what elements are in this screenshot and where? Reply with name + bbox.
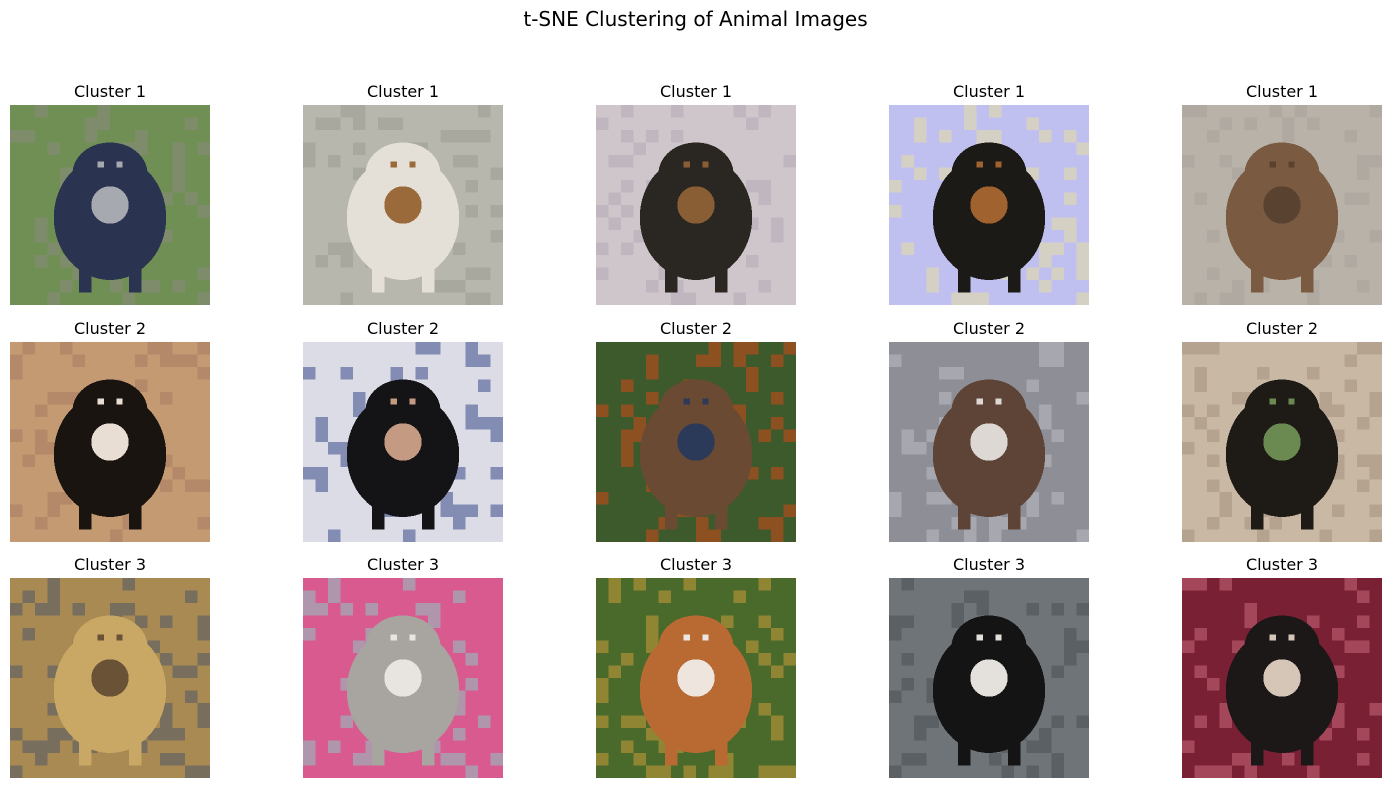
animal-image	[889, 342, 1089, 542]
pixelated-photo	[1182, 578, 1382, 778]
animal-image	[10, 105, 210, 305]
animal-image	[10, 342, 210, 542]
cluster-label: Cluster 1	[952, 82, 1026, 101]
animal-image	[1182, 578, 1382, 778]
cluster-label: Cluster 3	[1245, 555, 1319, 574]
pixelated-photo	[889, 105, 1089, 305]
cluster-label: Cluster 2	[366, 319, 440, 338]
cluster-panel: Cluster 3	[10, 555, 210, 778]
pixelated-photo	[889, 578, 1089, 778]
pixelated-photo	[889, 342, 1089, 542]
pixelated-photo	[10, 578, 210, 778]
cluster-panel: Cluster 1	[889, 82, 1089, 305]
cluster-panel: Cluster 3	[596, 555, 796, 778]
pixelated-photo	[303, 342, 503, 542]
cluster-panel: Cluster 2	[596, 319, 796, 542]
cluster-panel: Cluster 2	[303, 319, 503, 542]
cluster-panel: Cluster 2	[1182, 319, 1382, 542]
pixelated-photo	[1182, 342, 1382, 542]
pixelated-photo	[596, 578, 796, 778]
pixelated-photo	[596, 105, 796, 305]
pixelated-photo	[10, 342, 210, 542]
cluster-panel: Cluster 3	[1182, 555, 1382, 778]
cluster-panel: Cluster 3	[889, 555, 1089, 778]
cluster-panel: Cluster 2	[889, 319, 1089, 542]
animal-image	[303, 342, 503, 542]
cluster-label: Cluster 3	[366, 555, 440, 574]
pixelated-photo	[10, 105, 210, 305]
cluster-panel: Cluster 3	[303, 555, 503, 778]
cluster-label: Cluster 3	[659, 555, 733, 574]
animal-image	[1182, 342, 1382, 542]
cluster-label: Cluster 1	[366, 82, 440, 101]
animal-image	[596, 105, 796, 305]
animal-image	[1182, 105, 1382, 305]
cluster-label: Cluster 1	[73, 82, 147, 101]
cluster-panel: Cluster 1	[303, 82, 503, 305]
cluster-label: Cluster 3	[73, 555, 147, 574]
cluster-label: Cluster 2	[952, 319, 1026, 338]
cluster-panel: Cluster 2	[10, 319, 210, 542]
figure-title: t-SNE Clustering of Animal Images	[523, 7, 868, 31]
cluster-label: Cluster 1	[659, 82, 733, 101]
cluster-label: Cluster 3	[952, 555, 1026, 574]
animal-image	[889, 105, 1089, 305]
pixelated-photo	[303, 578, 503, 778]
pixelated-photo	[1182, 105, 1382, 305]
animal-image	[10, 578, 210, 778]
cluster-panel: Cluster 1	[10, 82, 210, 305]
cluster-panel: Cluster 1	[596, 82, 796, 305]
cluster-panel: Cluster 1	[1182, 82, 1382, 305]
pixelated-photo	[596, 342, 796, 542]
cluster-label: Cluster 2	[1245, 319, 1319, 338]
cluster-label: Cluster 2	[73, 319, 147, 338]
cluster-label: Cluster 1	[1245, 82, 1319, 101]
animal-image	[303, 578, 503, 778]
animal-image	[596, 342, 796, 542]
animal-image	[596, 578, 796, 778]
animal-image	[303, 105, 503, 305]
cluster-label: Cluster 2	[659, 319, 733, 338]
pixelated-photo	[303, 105, 503, 305]
animal-image	[889, 578, 1089, 778]
